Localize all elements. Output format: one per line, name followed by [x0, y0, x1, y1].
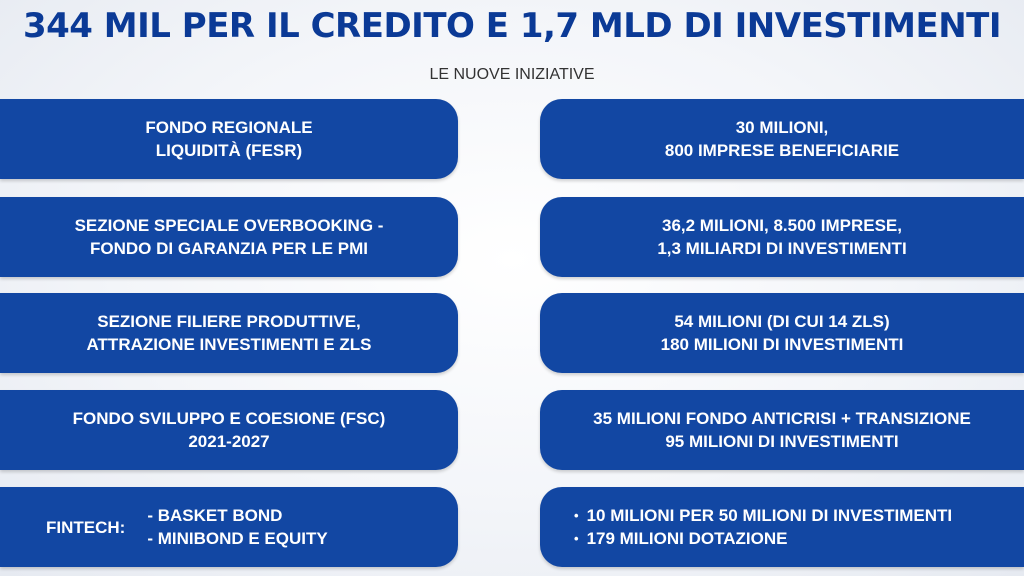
fintech-items: - BASKET BOND - MINIBOND E EQUITY	[147, 504, 327, 550]
initiative-card-fintech: FINTECH: - BASKET BOND - MINIBOND E EQUI…	[0, 487, 458, 567]
card-line: 1,3 MILIARDI DI INVESTIMENTI	[657, 239, 907, 258]
value-card-fondo-regionale: 30 MILIONI, 800 IMPRESE BENEFICIARIE	[540, 99, 1024, 179]
bullet-text: 10 MILIONI PER 50 MILIONI DI INVESTIMENT…	[586, 506, 953, 525]
fintech-label: FINTECH:	[46, 517, 126, 537]
initiative-card-fondo-regionale: FONDO REGIONALE LIQUIDITÀ (FESR)	[0, 99, 458, 179]
page-subtitle: LE NUOVE INIZIATIVE	[429, 66, 595, 83]
card-line: FONDO REGIONALE	[145, 118, 313, 137]
card-line: 30 MILIONI,	[735, 118, 829, 137]
value-card-fintech: • 10 MILIONI PER 50 MILIONI DI INVESTIME…	[540, 487, 1024, 567]
value-card-overbooking: 36,2 MILIONI, 8.500 IMPRESE, 1,3 MILIARD…	[540, 197, 1024, 277]
card-line: SEZIONE SPECIALE OVERBOOKING -	[74, 216, 384, 235]
card-line: FONDO DI GARANZIA PER LE PMI	[90, 239, 368, 258]
bullet-item: • 10 MILIONI PER 50 MILIONI DI INVESTIME…	[574, 504, 952, 527]
bullet-icon: •	[574, 508, 579, 523]
card-line: 800 IMPRESE BENEFICIARIE	[664, 141, 900, 160]
card-line: LIQUIDITÀ (FESR)	[155, 141, 303, 160]
initiative-card-fsc: FONDO SVILUPPO E COESIONE (FSC) 2021-202…	[0, 390, 458, 470]
page-title: 344 MIL PER IL CREDITO E 1,7 MLD DI INVE…	[22, 6, 1002, 46]
value-card-filiere: 54 MILIONI (DI CUI 14 ZLS) 180 MILIONI D…	[540, 293, 1024, 373]
bullet-item: • 179 MILIONI DOTAZIONE	[574, 527, 787, 550]
card-line: FONDO SVILUPPO E COESIONE (FSC)	[72, 409, 386, 428]
card-line: 54 MILIONI (DI CUI 14 ZLS)	[674, 312, 890, 331]
initiative-card-overbooking: SEZIONE SPECIALE OVERBOOKING - FONDO DI …	[0, 197, 458, 277]
fintech-item: - MINIBOND E EQUITY	[147, 529, 328, 548]
card-line: ATTRAZIONE INVESTIMENTI E ZLS	[86, 335, 372, 354]
card-line: 95 MILIONI DI INVESTIMENTI	[665, 432, 899, 451]
card-line: 35 MILIONI FONDO ANTICRISI + TRANSIZIONE	[593, 409, 971, 428]
initiative-card-filiere: SEZIONE FILIERE PRODUTTIVE, ATTRAZIONE I…	[0, 293, 458, 373]
card-line: 2021-2027	[188, 432, 270, 451]
card-line: 36,2 MILIONI, 8.500 IMPRESE,	[662, 216, 902, 235]
bullet-icon: •	[574, 531, 579, 546]
bullet-text: 179 MILIONI DOTAZIONE	[586, 529, 788, 548]
card-line: SEZIONE FILIERE PRODUTTIVE,	[97, 312, 361, 331]
value-card-fsc: 35 MILIONI FONDO ANTICRISI + TRANSIZIONE…	[540, 390, 1024, 470]
fintech-item: - BASKET BOND	[147, 506, 283, 525]
card-line: 180 MILIONI DI INVESTIMENTI	[660, 335, 904, 354]
